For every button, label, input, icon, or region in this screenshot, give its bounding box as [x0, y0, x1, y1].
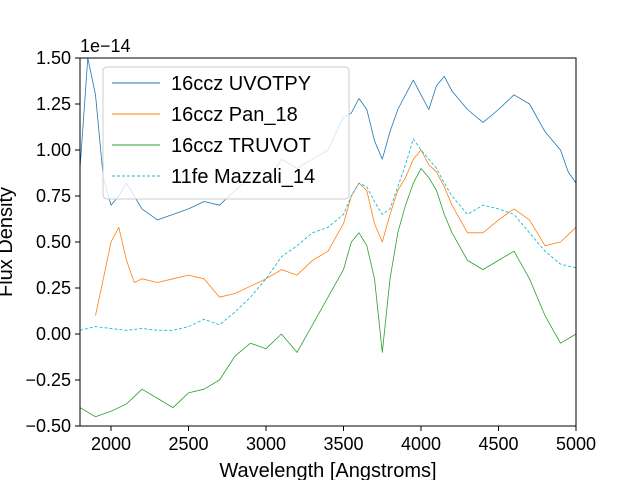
legend-label: 16ccz UVOTPY [171, 73, 311, 95]
series-line-16ccz-uvotpy [80, 58, 576, 221]
x-tick-label: 2500 [168, 434, 208, 454]
legend-label: 16ccz Pan_18 [171, 104, 298, 126]
y-tick-label: 1.50 [36, 48, 71, 68]
x-tick-label: 3000 [246, 434, 286, 454]
offset-label: 1e−14 [80, 36, 131, 56]
y-axis: −0.50 −0.25 0.00 0.25 0.50 0.75 1.00 1.25 1.50 [25, 48, 80, 436]
series-layer [80, 58, 576, 418]
x-axis-label: Wavelength [Angstroms] [219, 460, 436, 480]
x-tick-label: 4500 [478, 434, 518, 454]
y-tick-label: 0.75 [36, 186, 71, 206]
y-axis-label: Flux Density [0, 187, 17, 297]
y-tick-label: −0.50 [25, 416, 71, 436]
legend-box [102, 66, 350, 200]
y-tick-label: −0.25 [25, 370, 71, 390]
y-tick-label: 0.50 [36, 232, 71, 252]
x-tick-label: 5000 [556, 434, 596, 454]
x-tick-label: 4000 [401, 434, 441, 454]
y-tick-label: 1.25 [36, 94, 71, 114]
x-tick-label: 3500 [323, 434, 363, 454]
x-tick-label: 2000 [91, 434, 131, 454]
legend-label: 11fe Mazzali_14 [171, 166, 315, 188]
y-tick-label: 0.00 [36, 324, 71, 344]
legend: 16ccz UVOTPY 16ccz Pan_18 16ccz TRUVOT 11fe… [102, 66, 350, 200]
y-tick-label: 1.00 [36, 140, 71, 160]
x-axis: 2000 2500 3000 3500 4000 4500 5000 [91, 426, 596, 454]
y-tick-label: 0.25 [36, 278, 71, 298]
series-line-16ccz-pan-18 [95, 149, 576, 316]
series-line-11fe-mazzali-14 [80, 138, 576, 331]
series-line-16ccz-truvot [80, 167, 576, 418]
legend-label: 16ccz TRUVOT [171, 135, 311, 157]
